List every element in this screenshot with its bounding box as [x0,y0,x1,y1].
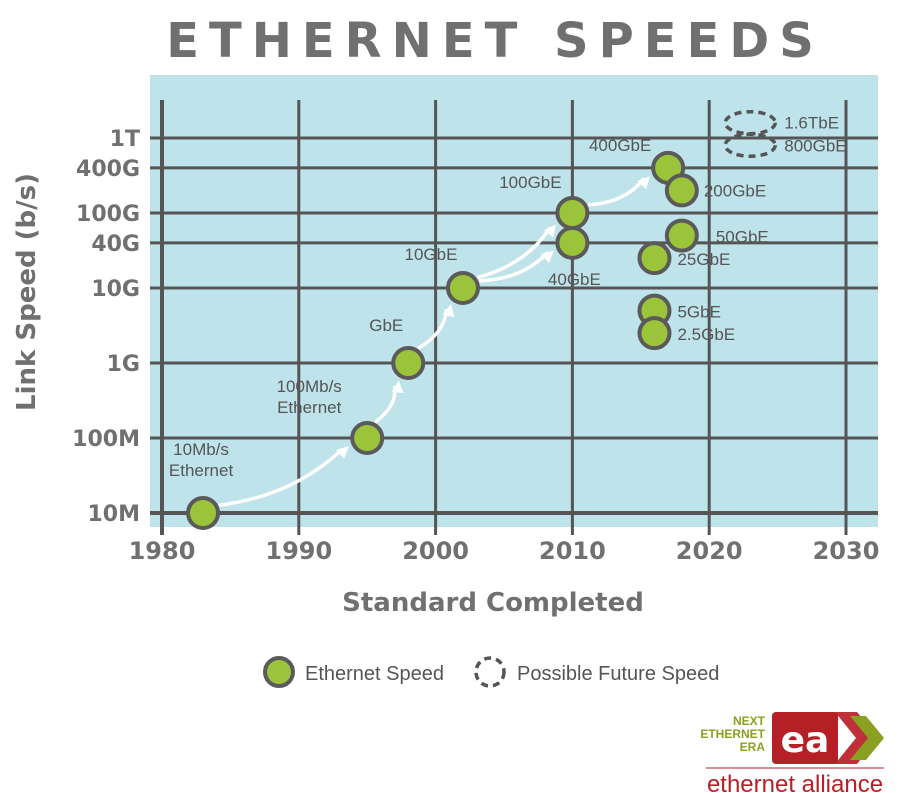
arrow-10gbe-to-100gbe [476,224,556,280]
point-label-line: 2.5GbE [677,325,735,344]
logo-wordmark: ethernet alliance [707,771,883,793]
point-label-line: 50GbE [716,228,769,247]
grid-lines [150,100,878,535]
legend: Ethernet Speed Possible Future Speed [263,656,719,688]
arrow-10gbe-to-40gbe-head [540,250,554,263]
logo-chevron-2 [850,716,884,760]
arrow-100mb-s-ethernet-to-gbe [374,380,404,424]
point-label-line: 25GbE [677,250,730,269]
arrow-10gbe-to-100gbe-shaft [476,227,552,280]
point-label-line: 200GbE [704,181,766,200]
y-tick-10m: 10M [87,502,140,527]
point-label-200gbe: 200GbE [704,181,766,200]
point-label-line: 40GbE [548,270,601,289]
x-axis-title: Standard Completed [342,588,644,618]
arrow-10gbe-to-100gbe-head [543,224,556,238]
point-label-100gbe: 100GbE [499,173,561,192]
logo-tagline-line-2: ETHERNET [700,727,765,741]
x-tick-1980: 1980 [129,537,196,565]
point-label-gbe: GbE [369,316,403,335]
arrow-10gbe-to-40gbe [478,250,554,283]
x-tick-2030: 2030 [813,537,880,565]
future-point-800gbe [723,132,777,159]
point-label-line: 100Mb/s [277,377,342,396]
point-label-50gbe: 50GbE [716,228,769,247]
chart-title: ETHERNET SPEEDS [166,13,824,69]
legend-future-speed-label: Possible Future Speed [517,663,719,685]
legend-ethernet-speed-label: Ethernet Speed [305,663,444,685]
y-tick-10g: 10G [91,277,140,302]
point-label-5gbe: 5GbE [677,303,720,322]
point-100gbe [555,196,590,230]
data-points: 10Mb/s Ethernet 100Mb/s Ethernet GbE 10GbE 40G… [169,109,847,530]
arrow-100gbe-to-400gbe-head [637,176,651,190]
point-label-line: 1.6TbE [784,114,839,133]
point-label-1-6tbe: 1.6TbE [784,114,839,133]
point-label-2-5gbe: 2.5GbE [677,325,735,344]
plot-background [150,75,878,527]
point-10gbe [445,271,480,305]
point-label-25gbe: 25GbE [677,250,730,269]
x-axis-ticks: 1980 1990 2000 2010 2020 2030 [129,537,880,565]
point-25gbe [637,241,672,276]
point-label-10gbe: 10GbE [404,245,457,264]
point-50gbe [664,218,699,253]
arrow-10mb-s-ethernet-to-100mb-s-ethernet-shaft [218,447,344,507]
point-label-line: 800GbE [784,136,846,155]
point-label-100mb-s-ethernet: 100Mb/s Ethernet [277,377,342,417]
legend-future-speed-marker [474,656,506,688]
point-gbe [391,346,426,380]
point-label-line: 400GbE [589,136,651,155]
point-label-800gbe: 800GbE [784,136,846,155]
x-tick-1990: 1990 [265,537,332,565]
point-label-line: 10GbE [404,245,457,264]
point-label-line: GbE [369,316,403,335]
arrow-10mb-s-ethernet-to-100mb-s-ethernet-head [336,446,350,459]
point-label-line: 5GbE [677,303,720,322]
point-label-10mb-s-ethernet: 10Mb/s Ethernet [169,440,234,480]
y-tick-1g: 1G [107,352,140,377]
arrow-100gbe-to-400gbe [587,176,651,207]
logo-mark-box [772,712,838,764]
arrow-100gbe-to-400gbe-shaft [587,178,645,207]
ethernet-alliance-logo: NEXT ETHERNET ERA ea ethernet alliance [700,712,884,793]
point-40gbe [555,225,590,260]
x-tick-2000: 2000 [402,537,469,565]
y-tick-40g: 40G [91,232,140,257]
y-axis-ticks: 10M 100M 1G 10G 40G 100G 400G 1T [72,127,140,527]
logo-tagline: NEXT ETHERNET ERA [700,714,765,754]
point-label-400gbe: 400GbE [589,136,651,155]
arrow-100mb-s-ethernet-to-gbe-head [391,380,404,394]
trend-arrows [218,176,651,507]
point-label-line: Ethernet [277,398,342,417]
point-label-line: 100GbE [499,173,561,192]
point-100mb-s-ethernet [350,421,385,455]
logo-tagline-line-3: ERA [740,740,766,754]
legend-ethernet-speed-marker [263,656,295,688]
point-label-line: Ethernet [169,461,234,480]
arrow-10mb-s-ethernet-to-100mb-s-ethernet [218,446,350,507]
y-tick-100g: 100G [76,202,140,227]
x-tick-2010: 2010 [539,537,606,565]
x-tick-2020: 2020 [676,537,743,565]
arrow-gbe-to-10gbe-head [442,304,455,318]
logo-mark: ea [781,720,830,761]
logo-tagline-line-1: NEXT [733,714,766,728]
y-axis-title: Link Speed (b/s) [12,173,42,411]
arrow-10gbe-to-40gbe-shaft [478,251,549,283]
point-10mb-s-ethernet [186,496,221,530]
point-label-line: 10Mb/s [173,440,229,459]
y-tick-100m: 100M [72,427,140,452]
arrow-gbe-to-10gbe [417,304,455,350]
y-tick-1t: 1T [110,127,140,152]
point-200gbe [664,173,699,208]
point-label-40gbe: 40GbE [548,270,601,289]
y-tick-400g: 400G [76,157,140,182]
point-2-5gbe [637,316,672,351]
